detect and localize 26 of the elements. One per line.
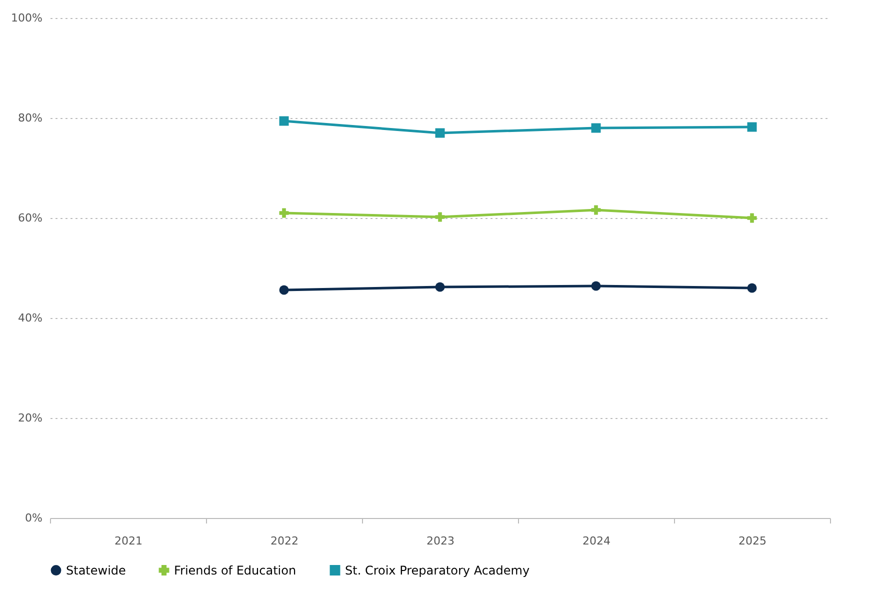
point — [591, 123, 601, 133]
point — [435, 212, 445, 222]
y-tick-label: 40% — [18, 312, 42, 324]
x-tick-label: 2023 — [426, 534, 454, 548]
x-tick-label: 2025 — [738, 534, 766, 548]
point — [435, 128, 445, 138]
point — [279, 208, 289, 218]
legend-label: St. Croix Preparatory Academy — [345, 563, 530, 578]
legend-label: Friends of Education — [174, 563, 296, 578]
point — [747, 213, 757, 223]
y-tick-label: 60% — [18, 212, 42, 224]
y-tick-label: 20% — [18, 412, 42, 424]
point — [747, 122, 757, 132]
y-tick-label: 0% — [25, 512, 42, 524]
point — [279, 285, 289, 295]
point — [279, 116, 289, 126]
point — [435, 282, 445, 292]
y-tick-label: 80% — [18, 112, 42, 124]
point — [591, 281, 601, 291]
x-tick-label: 2022 — [270, 534, 298, 548]
y-tick-label: 100% — [11, 12, 42, 24]
point — [747, 283, 757, 293]
legend-label: Statewide — [66, 563, 126, 578]
x-tick-label: 2021 — [114, 534, 142, 548]
x-tick-label: 2024 — [582, 534, 610, 548]
point — [591, 205, 601, 215]
